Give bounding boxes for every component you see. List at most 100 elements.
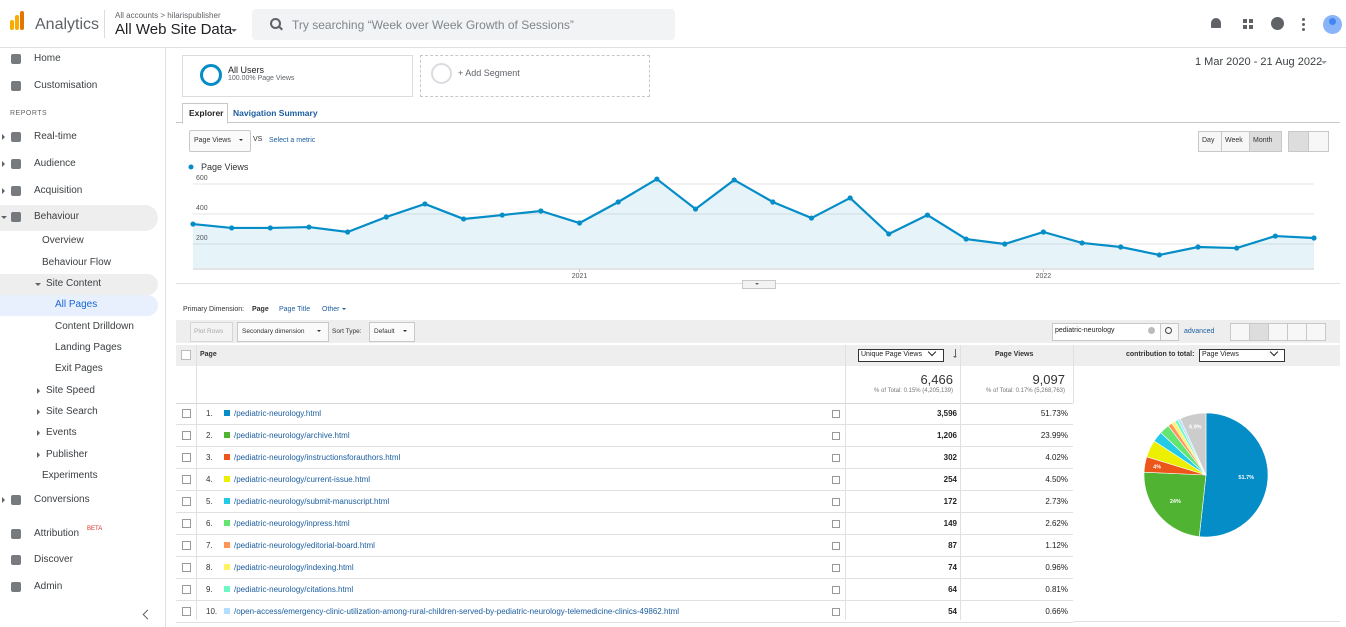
nav-item[interactable]: Acquisition (34, 185, 83, 196)
page-link[interactable]: /pediatric-neurology/current-issue.html (234, 475, 371, 484)
more-icon[interactable] (1302, 28, 1305, 31)
page-link[interactable]: /pediatric-neurology/indexing.html (234, 563, 354, 572)
nav-icon (11, 495, 21, 505)
more-icon[interactable] (1302, 18, 1305, 21)
data-point (1002, 241, 1008, 247)
open-page-icon[interactable] (832, 454, 840, 462)
open-page-icon[interactable] (832, 586, 840, 594)
view-button[interactable] (1230, 323, 1250, 341)
period-button[interactable] (1249, 131, 1282, 152)
nav-item[interactable]: Discover (34, 554, 73, 565)
nav-item[interactable]: Admin (34, 581, 63, 592)
secondary-dimension[interactable] (237, 322, 329, 342)
nav-item[interactable]: Conversions (34, 494, 90, 505)
search-icon (270, 18, 281, 29)
row-checkbox[interactable] (182, 475, 191, 484)
dimension-option[interactable]: Page Title (279, 306, 311, 313)
nav-item[interactable]: Content Drilldown (55, 321, 134, 332)
metric-select-label: Page Views (194, 137, 231, 144)
page-link[interactable]: /pediatric-neurology/citations.html (234, 585, 354, 594)
open-page-icon[interactable] (832, 608, 840, 616)
nav-item[interactable]: Audience (34, 158, 76, 169)
select-metric[interactable]: Select a metric (269, 137, 316, 144)
nav-item[interactable]: Behaviour Flow (42, 257, 111, 268)
data-point (1272, 233, 1278, 239)
more-icon[interactable] (1302, 23, 1305, 26)
open-page-icon[interactable] (832, 476, 840, 484)
page-link[interactable]: /pediatric-neurology/editorial-board.htm… (234, 541, 375, 550)
page-link[interactable]: /pediatric-neurology/archive.html (234, 431, 350, 440)
property-selector[interactable]: All Web Site Data (115, 21, 233, 38)
data-point (1195, 244, 1201, 250)
total-value: 9,097 (1032, 372, 1065, 387)
notifications-icon[interactable] (1211, 18, 1221, 28)
open-page-icon[interactable] (832, 520, 840, 528)
apps-icon[interactable] (1243, 25, 1247, 29)
row-checkbox[interactable] (182, 563, 191, 572)
nav-item[interactable]: Behaviour (34, 211, 80, 222)
select-all-checkbox[interactable] (181, 350, 191, 360)
nav-item[interactable]: Landing Pages (55, 342, 122, 353)
page-link[interactable]: /pediatric-neurology/submit-manuscript.h… (234, 497, 390, 506)
unique-page-views: 64 (948, 585, 957, 594)
sort-type-select[interactable] (369, 322, 415, 342)
page-link[interactable]: /pediatric-neurology/inpress.html (234, 519, 350, 528)
advanced-link[interactable]: advanced (1184, 328, 1215, 335)
nav-item[interactable]: Overview (42, 235, 84, 246)
chart-type-button[interactable] (1308, 131, 1329, 152)
view-button[interactable] (1306, 323, 1326, 341)
chart-type-button[interactable] (1288, 131, 1309, 152)
nav-item[interactable]: Customisation (34, 80, 98, 91)
open-page-icon[interactable] (832, 498, 840, 506)
date-range[interactable]: 1 Mar 2020 - 21 Aug 2022 (1195, 56, 1323, 68)
row-checkbox[interactable] (182, 497, 191, 506)
nav-item[interactable]: Events (46, 427, 77, 438)
nav-icon (11, 212, 21, 222)
nav-item[interactable]: Site Search (46, 406, 98, 417)
nav-item[interactable]: All Pages (55, 299, 98, 310)
view-button[interactable] (1287, 323, 1307, 341)
help-icon[interactable] (1271, 17, 1284, 30)
clear-search[interactable] (1148, 327, 1155, 334)
open-page-icon[interactable] (832, 564, 840, 572)
row-checkbox[interactable] (182, 431, 191, 440)
open-page-icon[interactable] (832, 410, 840, 418)
nav-item[interactable]: Home (34, 53, 61, 64)
nav-item[interactable]: Exit Pages (55, 363, 103, 374)
page-link[interactable]: /open-access/emergency-clinic-utilizatio… (234, 607, 680, 616)
view-button[interactable] (1268, 323, 1288, 341)
tab[interactable]: Navigation Summary (233, 108, 318, 118)
nav-item[interactable]: Site Speed (46, 385, 95, 396)
plot-rows-button[interactable] (190, 322, 233, 342)
view-button[interactable] (1249, 323, 1269, 341)
dimension-option: Page (252, 306, 269, 313)
open-page-icon[interactable] (832, 542, 840, 550)
row-checkbox[interactable] (182, 453, 191, 462)
row-checkbox[interactable] (182, 585, 191, 594)
add-segment-card[interactable] (420, 55, 650, 97)
chart-toggle[interactable] (742, 280, 776, 289)
apps-icon[interactable] (1249, 25, 1253, 29)
row-checkbox[interactable] (182, 607, 191, 616)
search-box[interactable] (252, 9, 675, 40)
row-checkbox[interactable] (182, 541, 191, 550)
nav-item[interactable]: Site Content (46, 278, 102, 289)
page-link[interactable]: /pediatric-neurology.html (234, 409, 322, 418)
nav-item[interactable]: Real-time (34, 131, 77, 142)
contribution-select[interactable] (1199, 349, 1285, 362)
nav-item[interactable]: Experiments (42, 470, 98, 481)
open-page-icon[interactable] (832, 432, 840, 440)
page-link[interactable]: /pediatric-neurology/instructionsforauth… (234, 453, 401, 462)
nav-icon (11, 582, 21, 592)
nav-item[interactable]: Attribution (34, 528, 80, 539)
apps-icon[interactable] (1243, 19, 1247, 23)
tab[interactable]: Explorer (189, 108, 224, 118)
metric-select[interactable] (189, 130, 251, 152)
row-checkbox[interactable] (182, 519, 191, 528)
apps-icon[interactable] (1249, 19, 1253, 23)
unique-select[interactable] (858, 349, 944, 362)
dimension-option[interactable]: Other (322, 306, 340, 313)
row-checkbox[interactable] (182, 409, 191, 418)
sidebar-active (0, 295, 158, 316)
nav-item[interactable]: Publisher (46, 449, 88, 460)
